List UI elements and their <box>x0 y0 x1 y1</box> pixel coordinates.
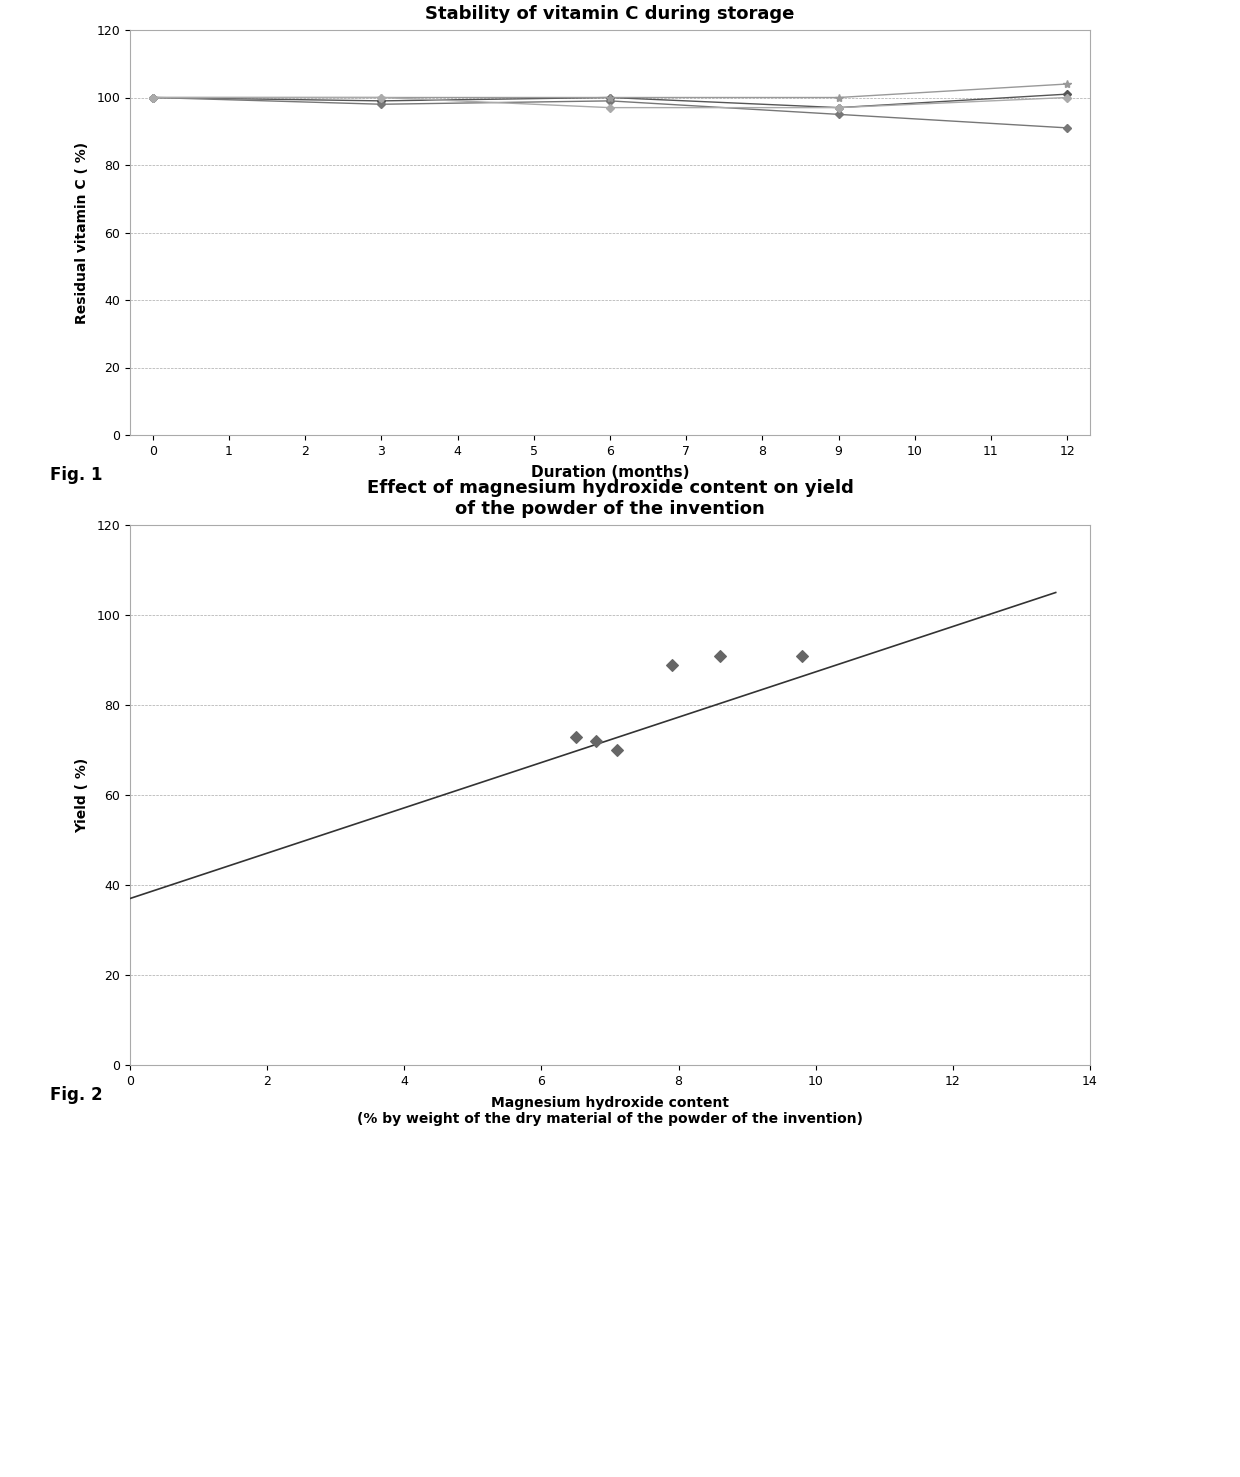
4 °C without
aluminium bag <box>374 92 389 109</box>
4 °C without
aluminium bag <box>145 89 160 106</box>
Line: 4 °C without
aluminium bag: 4 °C without aluminium bag <box>150 92 1070 111</box>
X-axis label: Duration (months): Duration (months) <box>531 465 689 480</box>
Title: Stability of vitamin C during storage: Stability of vitamin C during storage <box>425 4 795 22</box>
Point <box>709 644 729 668</box>
4 °C with
aluminium bag <box>374 89 389 106</box>
4 °C with
aluminium bag <box>603 89 618 106</box>
Text: Fig. 2: Fig. 2 <box>50 1086 102 1103</box>
Line: 20 °C with
aluminium bag: 20 °C with aluminium bag <box>150 95 1070 111</box>
4 °C without
aluminium bag <box>1060 86 1075 103</box>
4 °C with
aluminium bag <box>831 89 846 106</box>
20 °C without
aluminium bag <box>1060 120 1075 137</box>
4 °C with
aluminium bag <box>1060 75 1075 93</box>
4 °C with
aluminium bag <box>145 89 160 106</box>
Line: 20 °C without
aluminium bag: 20 °C without aluminium bag <box>150 95 1070 130</box>
Point <box>587 730 606 753</box>
Point <box>606 738 626 762</box>
20 °C without
aluminium bag <box>603 92 618 109</box>
Point <box>792 644 812 668</box>
20 °C without
aluminium bag <box>145 89 160 106</box>
20 °C with
aluminium bag <box>145 89 160 106</box>
Title: Effect of magnesium hydroxide content on yield
of the powder of the invention: Effect of magnesium hydroxide content on… <box>367 479 853 518</box>
Y-axis label: Residual vitamin C ( %): Residual vitamin C ( %) <box>76 142 89 323</box>
20 °C with
aluminium bag <box>374 89 389 106</box>
Line: 4 °C with
aluminium bag: 4 °C with aluminium bag <box>149 80 1071 102</box>
20 °C with
aluminium bag <box>831 99 846 117</box>
Point <box>565 725 585 749</box>
Point <box>662 653 682 676</box>
4 °C without
aluminium bag <box>603 89 618 106</box>
20 °C without
aluminium bag <box>831 105 846 123</box>
4 °C without
aluminium bag <box>831 99 846 117</box>
X-axis label: Magnesium hydroxide content
(% by weight of the dry material of the powder of th: Magnesium hydroxide content (% by weight… <box>357 1096 863 1127</box>
Text: Fig. 1: Fig. 1 <box>50 467 102 484</box>
20 °C without
aluminium bag <box>374 96 389 114</box>
20 °C with
aluminium bag <box>1060 89 1075 106</box>
Y-axis label: Yield ( %): Yield ( %) <box>76 758 89 833</box>
20 °C with
aluminium bag <box>603 99 618 117</box>
